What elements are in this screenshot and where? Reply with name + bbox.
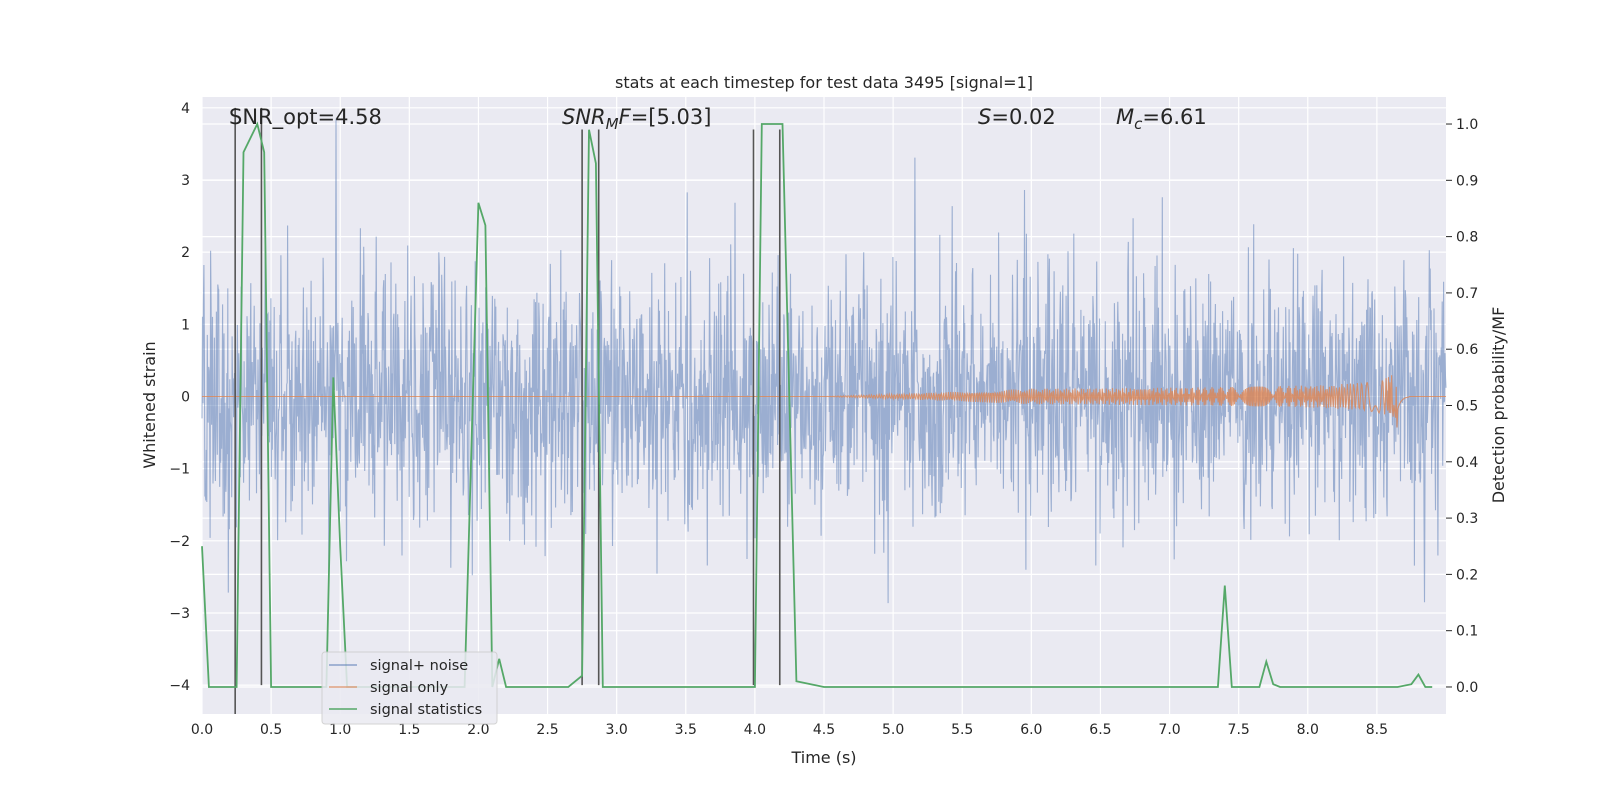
- legend: signal+ noise signal only signal statist…: [321, 651, 498, 725]
- x-tick-label: 0.0: [191, 722, 213, 738]
- y-left-tick-label: 0: [181, 389, 190, 405]
- x-tick-label: 7.0: [1158, 722, 1180, 738]
- legend-label-signal-noise: signal+ noise: [370, 658, 468, 674]
- y-right-axis-label: Detection probability/MF: [1489, 307, 1508, 504]
- x-tick-label: 3.5: [675, 722, 697, 738]
- x-tick-label: 8.0: [1297, 722, 1319, 738]
- legend-label-signal-statistics: signal statistics: [370, 702, 482, 718]
- x-tick-label: 2.0: [467, 722, 489, 738]
- annotation-snr-mf: SNRMF=[5.03]: [562, 105, 711, 133]
- x-tick-label: 6.0: [1020, 722, 1042, 738]
- y-right-tick-label: 0.3: [1456, 511, 1478, 527]
- x-tick-label: 1.5: [398, 722, 420, 738]
- x-tick-label: 8.5: [1366, 722, 1388, 738]
- x-axis-label: Time (s): [790, 748, 856, 767]
- y-right-tick-label: 0.6: [1456, 342, 1478, 358]
- series-signal-only: [202, 375, 1446, 428]
- x-tick-label: 7.5: [1228, 722, 1250, 738]
- y-left-tick-label: 1: [181, 317, 190, 333]
- series-signal-statistics: [201, 121, 1433, 688]
- signal-only-trace: [202, 375, 1446, 428]
- y-left-tick-label: −4: [169, 678, 190, 694]
- x-tick-label: 4.5: [813, 722, 835, 738]
- x-tick-label: 1.0: [329, 722, 351, 738]
- y-right-tick-label: 0.0: [1456, 680, 1478, 696]
- x-tick-label: 0.5: [260, 722, 282, 738]
- annotation-mc: Mc=6.61: [1116, 105, 1207, 133]
- y-left-tick-label: 3: [181, 173, 190, 189]
- y-right-axis-ticks: 1.0 0.9 0.8 0.7 0.6 0.5 0.4 0.3 0.2 0.1 0.0: [1446, 117, 1478, 696]
- y-right-tick-label: 0.5: [1456, 399, 1478, 415]
- y-left-tick-label: 2: [181, 245, 190, 261]
- y-right-tick-label: 0.9: [1456, 173, 1478, 189]
- y-right-tick-label: 1.0: [1456, 117, 1478, 133]
- x-tick-label: 4.0: [744, 722, 766, 738]
- annotation-s: S=0.02: [978, 105, 1056, 129]
- y-right-tick-label: 0.4: [1456, 455, 1478, 471]
- y-left-axis-label: Whitened strain: [140, 341, 159, 468]
- x-tick-label: 5.5: [951, 722, 973, 738]
- signal-statistics-line: [201, 121, 1433, 688]
- y-left-tick-label: −1: [169, 462, 190, 478]
- legend-box: [321, 651, 498, 725]
- y-right-tick-label: 0.8: [1456, 230, 1478, 246]
- x-tick-label: 2.5: [536, 722, 558, 738]
- y-left-tick-label: 4: [181, 101, 190, 117]
- x-tick-label: 3.0: [606, 722, 628, 738]
- y-left-axis-ticks: 4 3 2 1 0 −1 −2 −3 −4: [169, 101, 190, 694]
- legend-label-signal-only: signal only: [370, 680, 449, 696]
- x-tick-label: 6.5: [1089, 722, 1111, 738]
- x-tick-label: 5.0: [882, 722, 904, 738]
- y-left-tick-label: −3: [169, 606, 190, 622]
- annotation-snr-opt: SNR_opt=4.58: [229, 105, 382, 130]
- x-axis-ticks: 0.0 0.5 1.0 1.5 2.0 2.5 3.0 3.5 4.0 4.5 5.0 5.5 6.0 6…: [191, 722, 1388, 738]
- y-right-tick-label: 0.7: [1456, 286, 1478, 302]
- y-right-tick-label: 0.2: [1456, 567, 1478, 583]
- chart-title: stats at each timestep for test data 349…: [615, 73, 1033, 92]
- y-left-tick-label: −2: [169, 534, 190, 550]
- y-right-tick-label: 0.1: [1456, 624, 1478, 640]
